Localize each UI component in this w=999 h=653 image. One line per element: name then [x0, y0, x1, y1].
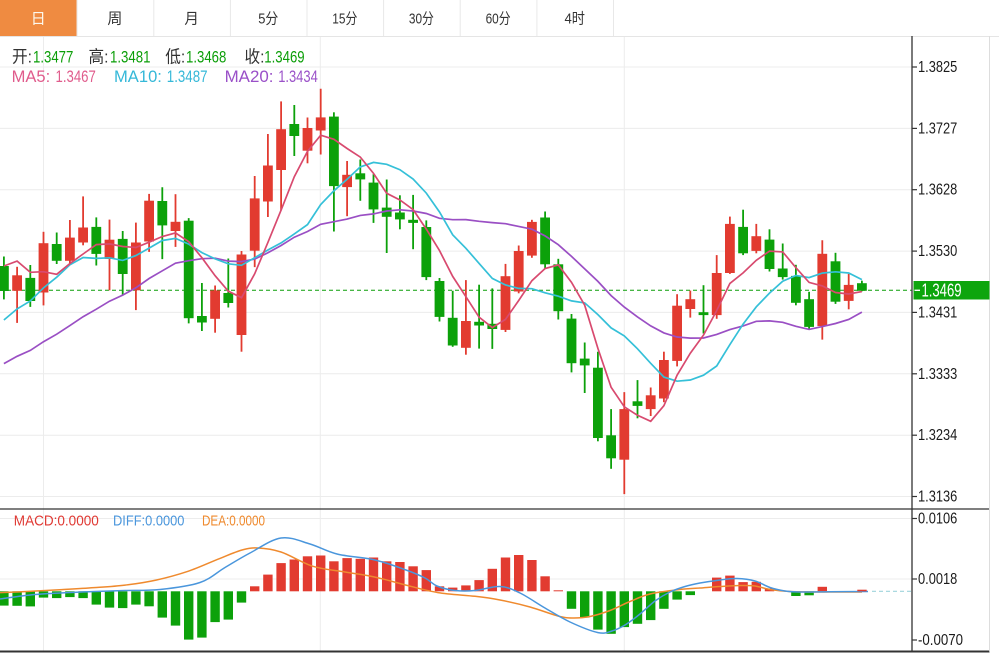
svg-text:开:: 开: [12, 48, 32, 67]
svg-text:月: 月 [184, 11, 199, 28]
svg-text:1.3530: 1.3530 [918, 243, 958, 260]
svg-text:1.3469: 1.3469 [264, 48, 304, 67]
svg-text:1.3825: 1.3825 [918, 59, 957, 76]
svg-text:0.0018: 0.0018 [918, 571, 957, 588]
svg-text:MACD:0.0000: MACD:0.0000 [14, 513, 99, 530]
svg-text:5分: 5分 [258, 11, 278, 28]
svg-text:4时: 4时 [564, 11, 585, 28]
svg-text:1.3727: 1.3727 [918, 120, 957, 137]
svg-text:日: 日 [31, 11, 46, 28]
svg-text:周: 周 [107, 11, 122, 28]
svg-text:1.3628: 1.3628 [918, 182, 957, 199]
svg-text:1.3136: 1.3136 [918, 489, 957, 506]
svg-text:15分: 15分 [332, 11, 357, 28]
svg-text:DEA:0.0000: DEA:0.0000 [202, 513, 265, 530]
svg-text:1.3434: 1.3434 [278, 67, 318, 86]
svg-text:1.3468: 1.3468 [186, 48, 226, 67]
svg-text:60分: 60分 [486, 11, 511, 28]
svg-text:MA5:: MA5: [12, 67, 51, 86]
svg-text:1.3234: 1.3234 [918, 427, 958, 444]
svg-text:高:: 高: [89, 48, 109, 67]
svg-text:1.3477: 1.3477 [33, 48, 73, 67]
svg-text:0.0106: 0.0106 [918, 511, 957, 528]
svg-text:1.3333: 1.3333 [918, 366, 957, 383]
svg-text:1.3487: 1.3487 [167, 67, 208, 86]
svg-text:MA10:: MA10: [114, 67, 162, 86]
svg-text:收:: 收: [245, 48, 265, 67]
svg-text:30分: 30分 [409, 11, 434, 28]
svg-text:1.3481: 1.3481 [110, 48, 151, 67]
svg-text:MA20:: MA20: [225, 67, 274, 86]
svg-text:低:: 低: [165, 48, 185, 67]
svg-text:1.3467: 1.3467 [56, 67, 96, 86]
svg-text:1.3469: 1.3469 [922, 281, 962, 301]
svg-text:DIFF:0.0000: DIFF:0.0000 [113, 513, 184, 530]
svg-text:-0.0070: -0.0070 [918, 632, 963, 649]
svg-text:1.3431: 1.3431 [918, 304, 957, 321]
